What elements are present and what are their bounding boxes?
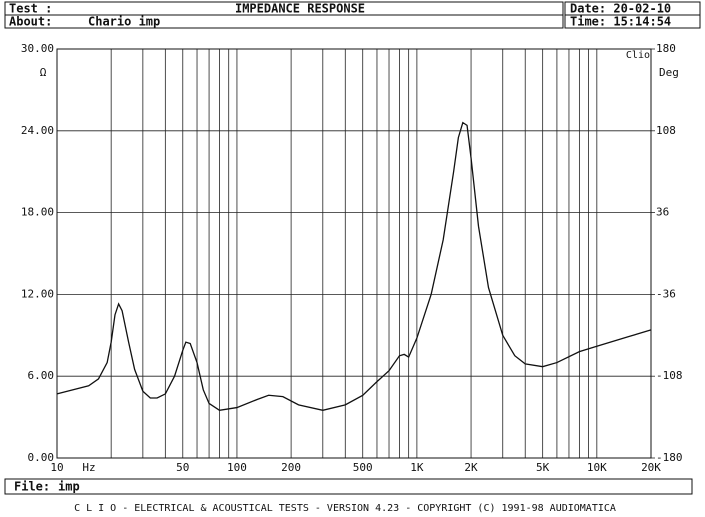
x-tick-label: 20K [641,461,661,474]
x-tick-label: 5K [536,461,550,474]
x-tick-label: 10 [50,461,63,474]
plot: 10 50 100 200 500 1K 2K 5K 10K 20K 0.00 6.00 12.00 18… [21,42,683,474]
about-label: About: [9,15,52,29]
x-tick-label: 100 [227,461,247,474]
y-tick-label: 12.00 [21,287,54,300]
file-name: imp [58,480,80,494]
y-tick-label: 30.00 [21,42,54,55]
brand: Clio [626,50,650,61]
x-unit: Hz [82,461,95,474]
y2-tick-label: 36 [656,206,669,219]
test-label: Test : [9,2,52,16]
y-tick-label: 24.00 [21,124,54,137]
y2-tick-label: -180 [656,451,683,464]
x-tick-label: 1K [410,461,424,474]
impedance-curve [56,121,652,411]
y-tick-label: 6.00 [28,369,55,382]
y2-tick-label: 108 [656,124,676,137]
y2-tick-label: 180 [656,42,676,55]
y-tick-label: 0.00 [28,451,55,464]
banner: C L I O - ELECTRICAL & ACOUSTICAL TESTS … [74,503,616,514]
plot-frame [56,48,652,459]
y-tick-label: 18.00 [21,206,54,219]
file-box [4,478,693,495]
time: Time: 15:14:54 [570,15,671,29]
y2-tick-label: -108 [656,369,683,382]
x-tick-label: 10K [587,461,607,474]
date: Date: 20-02-10 [570,2,671,16]
file-label: File: [14,480,50,494]
x-tick-label: 50 [176,461,189,474]
x-tick-label: 200 [281,461,301,474]
x-tick-label: 500 [353,461,373,474]
y2-tick-label: -36 [656,287,676,300]
x-tick-label: 2K [464,461,478,474]
y2-unit: Deg [659,66,679,79]
y-unit: Ω [40,66,47,79]
about: Chario imp [88,15,160,29]
title: IMPEDANCE RESPONSE [235,2,365,16]
